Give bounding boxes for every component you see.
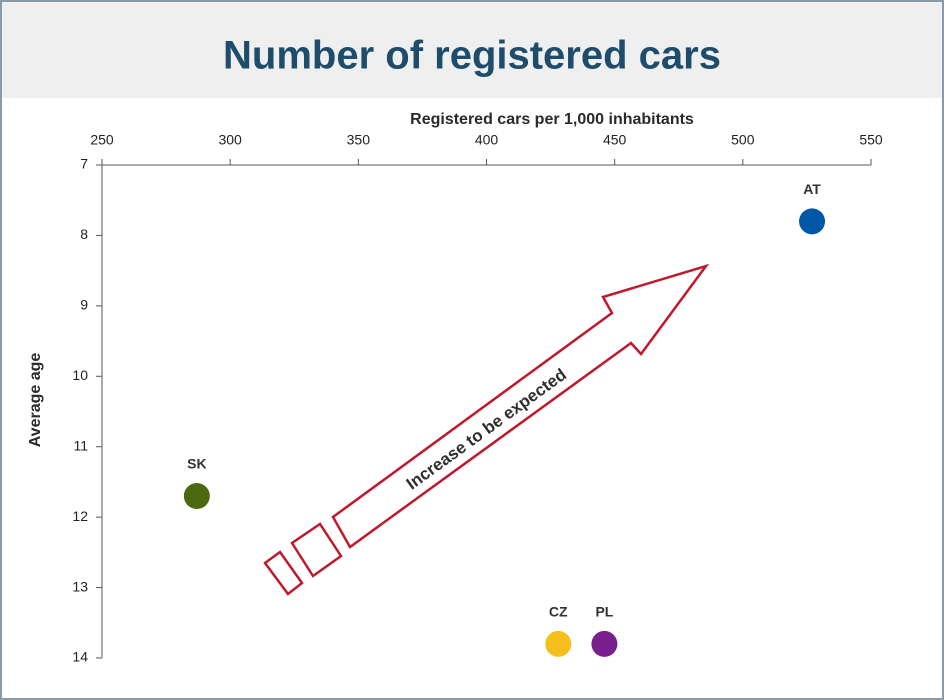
point-label: SK: [187, 456, 206, 472]
arrow-block: [263, 550, 304, 596]
x-tick-label: 450: [603, 132, 627, 148]
y-tick-label: 12: [72, 508, 88, 524]
point: [799, 208, 826, 235]
x-tick-label: 250: [90, 132, 114, 148]
y-axis-title: Average age: [27, 353, 44, 448]
x-tick-label: 500: [731, 132, 755, 148]
y-tick-label: 10: [72, 367, 88, 383]
y-tick-label: 8: [80, 226, 88, 242]
x-tick-label: 400: [475, 132, 499, 148]
x-tick-label: 350: [347, 132, 371, 148]
x-tick-label: 300: [218, 132, 242, 148]
arrow-body: [331, 263, 710, 549]
trend-arrow: [263, 263, 710, 596]
y-tick-label: 7: [80, 156, 88, 172]
point-label: AT: [803, 181, 821, 197]
point: [183, 483, 210, 510]
y-tick-label: 14: [72, 649, 88, 665]
y-tick-label: 11: [73, 437, 88, 453]
point-label: PL: [595, 604, 613, 620]
header-band: [2, 2, 942, 98]
point-label: CZ: [549, 604, 568, 620]
point: [545, 630, 572, 657]
y-tick-label: 13: [72, 578, 88, 594]
x-axis-title: Registered cars per 1,000 inhabitants: [410, 111, 694, 128]
y-tick-label: 9: [80, 297, 88, 313]
x-tick-label: 550: [859, 132, 883, 148]
point: [591, 630, 618, 657]
chart-title: Number of registered cars: [223, 34, 721, 78]
arrow-block: [290, 522, 343, 578]
